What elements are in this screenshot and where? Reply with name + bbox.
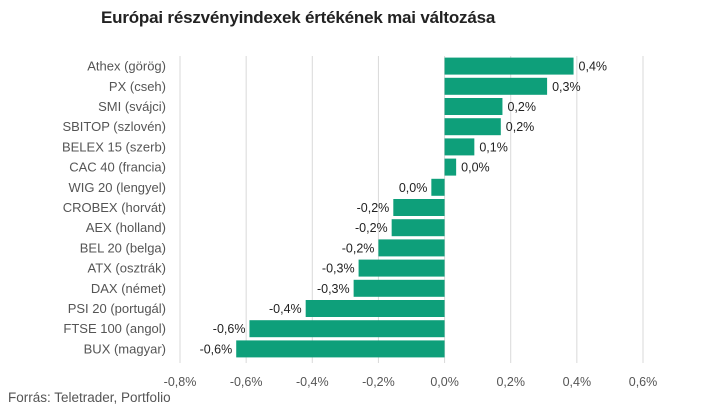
bar xyxy=(305,300,445,317)
data-label: 0,2% xyxy=(507,100,535,114)
category-label: BEL 20 (belga) xyxy=(80,240,166,255)
category-label: SBITOP (szlovén) xyxy=(62,119,166,134)
category-label: DAX (német) xyxy=(91,281,166,296)
category-label: PX (cseh) xyxy=(109,79,166,94)
x-tick-label: -0,4% xyxy=(296,375,329,389)
data-label: 0,0% xyxy=(461,161,490,175)
category-label: BELEX 15 (szerb) xyxy=(62,139,166,154)
bar xyxy=(353,279,445,297)
category-label: SMI (svájci) xyxy=(98,99,166,114)
category-label: ATX (osztrák) xyxy=(88,261,167,276)
bar xyxy=(444,118,501,136)
data-label: -0,6% xyxy=(200,342,233,356)
category-label: AEX (holland) xyxy=(86,220,166,235)
chart-source: Forrás: Teletrader, Portfolio xyxy=(8,390,171,405)
category-label: FTSE 100 (angol) xyxy=(63,321,166,336)
category-label: BUX (magyar) xyxy=(84,341,166,356)
category-label: CROBEX (horvát) xyxy=(63,200,166,215)
x-tick-label: 0,2% xyxy=(496,375,525,389)
x-tick-label: -0,2% xyxy=(362,375,395,389)
category-label: WIG 20 (lengyel) xyxy=(68,180,166,195)
bar xyxy=(444,77,548,95)
data-label: -0,3% xyxy=(317,282,350,296)
data-label: 0,4% xyxy=(579,60,608,74)
data-label: -0,2% xyxy=(355,221,388,235)
bar xyxy=(378,239,445,257)
data-label: -0,2% xyxy=(357,201,390,215)
category-label: CAC 40 (francia) xyxy=(69,160,166,175)
x-tick-label: 0,0% xyxy=(430,375,459,389)
data-label: 0,3% xyxy=(552,80,581,94)
data-label: -0,4% xyxy=(269,302,302,316)
bar xyxy=(249,320,445,338)
bar xyxy=(236,340,445,358)
data-label: -0,6% xyxy=(213,322,246,336)
bar xyxy=(444,138,475,156)
bar xyxy=(391,219,445,237)
category-label: Athex (görög) xyxy=(87,59,166,74)
chart-title: Európai részvényindexek értékének mai vá… xyxy=(101,8,496,27)
x-tick-label: -0,6% xyxy=(230,375,263,389)
x-tick-label: 0,6% xyxy=(629,375,658,389)
x-tick-label: -0,8% xyxy=(164,375,197,389)
data-label: -0,3% xyxy=(322,262,355,276)
data-label: -0,2% xyxy=(342,241,375,255)
bar xyxy=(431,178,445,196)
bar xyxy=(444,158,457,176)
bar xyxy=(444,98,503,115)
data-label: 0,2% xyxy=(506,120,535,134)
category-label: PSI 20 (portugál) xyxy=(68,301,166,316)
x-tick-label: 0,4% xyxy=(563,375,592,389)
data-label: 0,1% xyxy=(479,140,508,154)
data-label: 0,0% xyxy=(399,181,428,195)
bar xyxy=(444,57,574,75)
bar xyxy=(358,259,445,277)
bar xyxy=(393,199,445,216)
